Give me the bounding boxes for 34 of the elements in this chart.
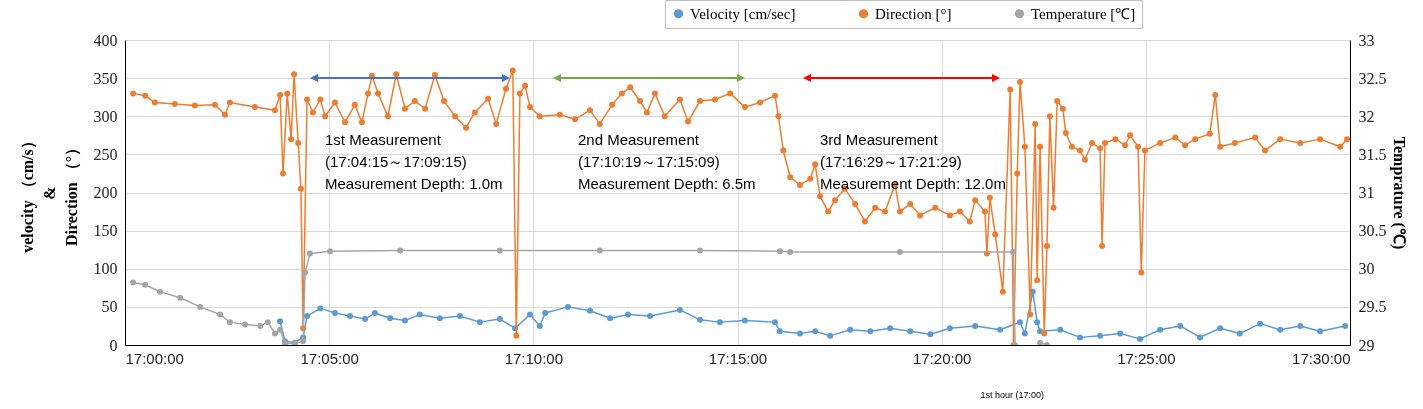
y2-tick-label: 29	[1358, 336, 1375, 354]
x-tick-label: 17:25:00	[1117, 349, 1176, 367]
y-tick-label: 350	[93, 69, 118, 87]
y-tick-label: 150	[93, 222, 118, 240]
y2-tick-label: 32	[1358, 107, 1375, 125]
x-tick-label: 17:05:00	[300, 349, 359, 367]
annotation: 3rd Measurement (17:16:29～17:21:29) Measurement Depth: 12.0m	[820, 131, 1006, 192]
y-tick-label: 50	[101, 298, 118, 316]
legend-label: Direction [°]	[875, 5, 952, 22]
y2-tick-label: 31	[1358, 184, 1375, 201]
x-tick-label: 17:00:00	[125, 349, 184, 367]
x-tick-label: 17:30:00	[1292, 349, 1351, 367]
y-tick-label: 100	[93, 260, 118, 278]
x-axis-title: 1st hour (17:00)	[980, 389, 1045, 400]
y2-tick-label: 30.5	[1358, 222, 1387, 240]
y-axis-title: velocity （cm/s） & Direction （°）	[18, 133, 81, 253]
x-tick-label: 17:15:00	[708, 349, 768, 367]
y-tick-label: 300	[93, 107, 118, 125]
x-tick-label: 17:20:00	[912, 349, 972, 367]
y2-tick-label: 32.5	[1358, 69, 1387, 87]
legend-label: Velocity [cm/sec]	[690, 5, 796, 22]
y-tick-label: 250	[93, 145, 118, 163]
y-tick-label: 400	[93, 31, 118, 49]
y2-tick-label: 30	[1358, 260, 1375, 278]
annotation: 1st Measurement (17:04:15～17:09:15) Measurement Depth: 1.0m	[325, 131, 503, 192]
annotation: 2nd Measurement (17:10:19～17:15:09) Measurement Depth: 6.5m	[578, 131, 756, 192]
y2-tick-label: 31.5	[1358, 145, 1387, 163]
y2-tick-label: 33	[1358, 31, 1375, 49]
y-tick-label: 0	[109, 336, 118, 354]
x-tick-label: 17:10:00	[504, 349, 564, 367]
y2-axis-title: Temprature (℃)	[1389, 136, 1408, 250]
legend-label: Temperature [℃]	[1031, 5, 1136, 22]
y2-tick-label: 29.5	[1358, 298, 1387, 316]
y-tick-label: 200	[93, 184, 118, 201]
